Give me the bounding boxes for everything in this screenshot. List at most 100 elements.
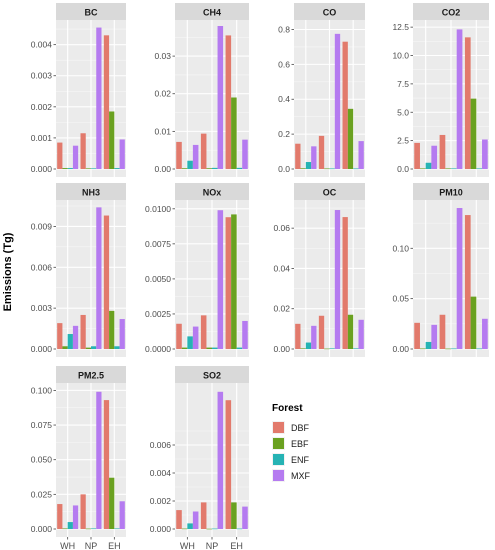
bar-co2-wh-mxf — [431, 145, 438, 169]
bar-so2-np-dbf — [200, 502, 207, 529]
panel-strip — [413, 183, 489, 200]
panel-strip — [56, 366, 126, 383]
bar-nox-eh-dbf — [225, 217, 232, 349]
bar-so2-eh-dbf — [225, 400, 232, 529]
bar-oc-np-mxf — [334, 210, 341, 349]
bar-pm25-np-enf — [91, 528, 97, 530]
y-tick-label: 0.003 — [31, 71, 53, 81]
bar-so2-eh-enf — [236, 528, 243, 530]
bar-pm10-eh-enf — [476, 348, 483, 350]
y-tick-label: 2.5 — [397, 136, 409, 146]
panel-oc: OC 0.00 0.02 0.04 0.06 — [273, 183, 365, 357]
bar-co2-eh-enf — [476, 168, 483, 170]
y-tick-label: 0.2 — [278, 129, 290, 139]
bar-pm25-np-dbf — [80, 494, 86, 529]
bar-ch4-wh-enf — [187, 160, 193, 169]
bar-pm25-eh-ebf — [109, 477, 115, 529]
bar-pm10-wh-ebf — [419, 348, 426, 350]
bar-oc-eh-ebf — [347, 314, 354, 349]
panel-strip — [294, 183, 365, 200]
bar-nh3-np-dbf — [80, 314, 86, 349]
bar-oc-np-enf — [329, 348, 335, 349]
bar-nh3-eh-ebf — [109, 310, 115, 349]
bar-pm25-eh-dbf — [103, 400, 110, 529]
legend-title: Forest — [272, 403, 303, 414]
y-tick-label: 0.003 — [31, 303, 53, 313]
panel-strip — [175, 3, 249, 20]
y-tick-label: 0.050 — [31, 455, 53, 465]
bar-co2-eh-dbf — [464, 37, 471, 169]
y-tick-label: 0.00 — [154, 164, 171, 174]
bar-nh3-np-mxf — [96, 207, 102, 349]
y-tick-label: 0.100 — [31, 385, 53, 395]
y-tick-label: 0.0025 — [145, 309, 171, 319]
panel-strip — [175, 183, 249, 200]
bar-nh3-np-ebf — [85, 347, 91, 349]
y-tick-label: 0.0 — [278, 164, 290, 174]
bar-ch4-wh-mxf — [192, 144, 199, 169]
bar-ch4-np-enf — [212, 167, 218, 169]
y-tick-label: 0.8 — [278, 24, 290, 34]
bar-nox-wh-enf — [187, 336, 193, 349]
x-tick-label: NP — [85, 541, 98, 550]
bar-pm25-wh-dbf — [57, 504, 63, 529]
bar-so2-eh-ebf — [231, 502, 237, 529]
y-tick-label: 0.0 — [397, 164, 409, 174]
y-tick-label: 0.001 — [31, 133, 53, 143]
bar-nh3-eh-dbf — [103, 215, 110, 349]
panel-pm25: PM2.5 0.000 0.025 0.050 0.075 0.100 WH NP EH — [31, 366, 126, 550]
bar-ch4-np-mxf — [217, 26, 224, 169]
bar-so2-np-ebf — [206, 528, 212, 530]
bar-oc-wh-ebf — [300, 348, 306, 349]
y-tick-label: 0.03 — [154, 51, 171, 61]
bar-nh3-eh-enf — [114, 346, 120, 349]
y-tick-label: 12.5 — [392, 22, 409, 32]
bar-oc-np-ebf — [324, 348, 330, 350]
bar-ch4-eh-enf — [236, 167, 243, 169]
bar-oc-eh-dbf — [342, 217, 348, 349]
bar-nox-wh-mxf — [192, 326, 199, 349]
y-tick-label: 0.06 — [273, 223, 290, 233]
y-tick-label: 0.00 — [273, 344, 290, 354]
bar-nh3-wh-dbf — [57, 323, 63, 349]
bar-bc-eh-enf — [114, 168, 120, 169]
y-tick-label: 0.0000 — [145, 344, 171, 354]
bar-pm10-np-mxf — [456, 208, 463, 349]
bar-co2-np-mxf — [456, 29, 463, 170]
panel-co2: CO2 0.0 2.5 5.0 7.5 10.0 12.5 — [392, 3, 489, 177]
bar-pm10-eh-dbf — [464, 215, 471, 349]
bar-pm10-np-dbf — [439, 314, 446, 349]
x-tick-label: NP — [206, 541, 219, 550]
bar-bc-np-enf — [91, 168, 97, 169]
y-tick-label: 0.009 — [31, 221, 53, 231]
bar-bc-np-dbf — [80, 133, 86, 169]
bar-nox-eh-mxf — [242, 320, 248, 349]
y-tick-label: 0.0050 — [145, 274, 171, 284]
x-tick-label: WH — [180, 541, 195, 550]
panel-bc: BC 0.000 0.001 0.002 0.003 0.004 — [31, 3, 126, 177]
bar-nox-eh-ebf — [231, 214, 237, 349]
bar-co2-eh-mxf — [482, 139, 488, 169]
legend-label: MXF — [291, 471, 311, 481]
legend-swatch — [273, 438, 284, 449]
bar-ch4-eh-ebf — [231, 97, 237, 169]
bar-co-np-ebf — [324, 168, 330, 170]
y-tick-label: 0.02 — [154, 89, 171, 99]
bar-pm25-np-ebf — [85, 528, 91, 530]
bar-nox-np-mxf — [217, 210, 224, 349]
bar-nh3-wh-ebf — [62, 346, 68, 349]
bar-bc-eh-mxf — [119, 139, 125, 169]
bar-nh3-np-enf — [91, 346, 97, 349]
bar-nox-wh-dbf — [176, 323, 182, 349]
panel-strip — [175, 366, 249, 383]
y-tick-label: 7.5 — [397, 79, 409, 89]
y-tick-label: 0.000 — [31, 344, 53, 354]
bar-pm10-wh-dbf — [414, 322, 420, 349]
bar-co-eh-dbf — [342, 41, 348, 169]
bar-co-wh-dbf — [295, 143, 301, 169]
y-tick-label: 0.000 — [150, 524, 172, 534]
bar-bc-wh-enf — [67, 168, 73, 169]
bar-so2-wh-mxf — [192, 511, 199, 529]
bar-so2-wh-dbf — [176, 510, 182, 529]
